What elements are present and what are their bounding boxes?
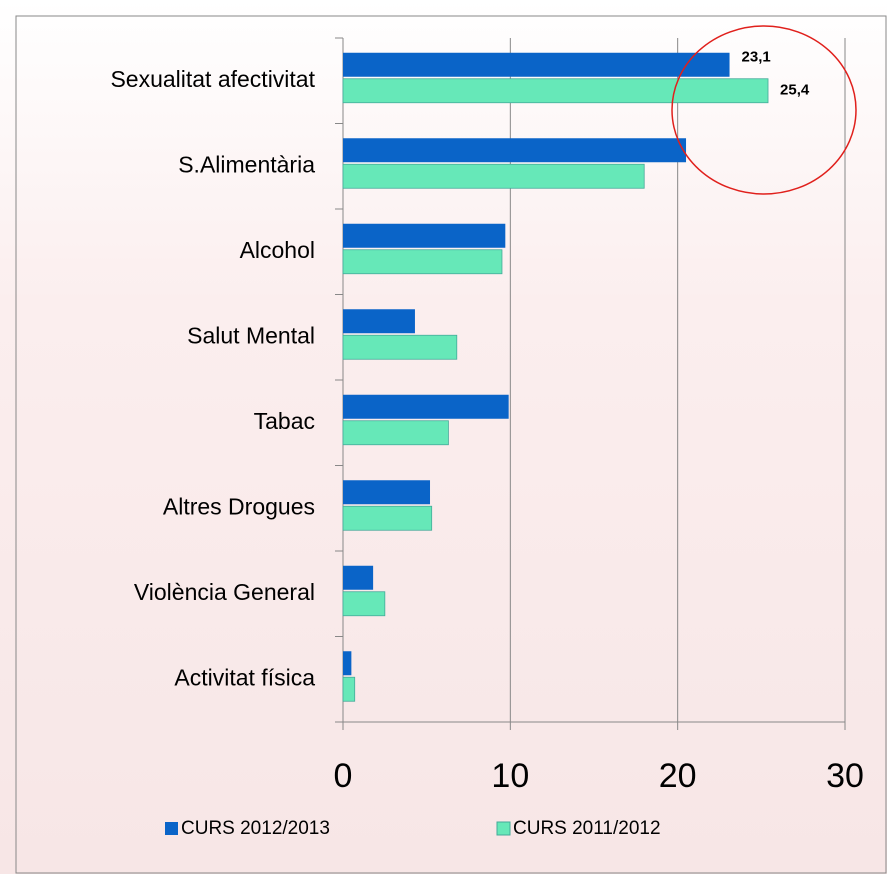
x-tick-label: 0: [334, 757, 353, 795]
bar: [343, 565, 374, 590]
y-tick-label: Salut Mental: [187, 322, 315, 348]
bar: [343, 394, 509, 419]
bar: [342, 420, 449, 446]
data-label: 25,4: [780, 82, 810, 99]
y-tick-label: Violència General: [134, 579, 315, 605]
data-label: 23,1: [742, 49, 771, 66]
legend-label: CURS 2011/2012: [513, 818, 661, 839]
bar: [343, 52, 730, 77]
bar: [343, 223, 506, 248]
bar: [342, 505, 433, 531]
bar: [343, 480, 431, 505]
x-tick-label: 10: [491, 757, 529, 795]
y-tick-label: Activitat física: [174, 664, 315, 690]
x-tick-label: 30: [826, 757, 864, 795]
bar: [343, 309, 415, 334]
legend-swatch: [165, 822, 178, 835]
bar: [342, 591, 386, 617]
y-tick-label: Tabac: [254, 408, 315, 434]
bar: [342, 334, 458, 360]
bar: [343, 651, 352, 676]
y-tick-label: Alcohol: [240, 237, 315, 263]
frame: [15, 15, 887, 874]
bar: [342, 249, 503, 275]
highlight-circle: [671, 25, 857, 195]
x-tick-label: 20: [659, 757, 697, 795]
y-tick-label: Altres Drogues: [163, 493, 315, 519]
bar: [343, 138, 687, 163]
bar: [342, 676, 356, 702]
legend-label: CURS 2012/2013: [181, 818, 330, 839]
legend-swatch: [496, 821, 511, 836]
y-tick-label: Sexualitat afectivitat: [110, 66, 315, 92]
y-tick-label: S.Alimentària: [178, 151, 315, 177]
bar: [342, 163, 645, 189]
bar: [342, 78, 769, 104]
